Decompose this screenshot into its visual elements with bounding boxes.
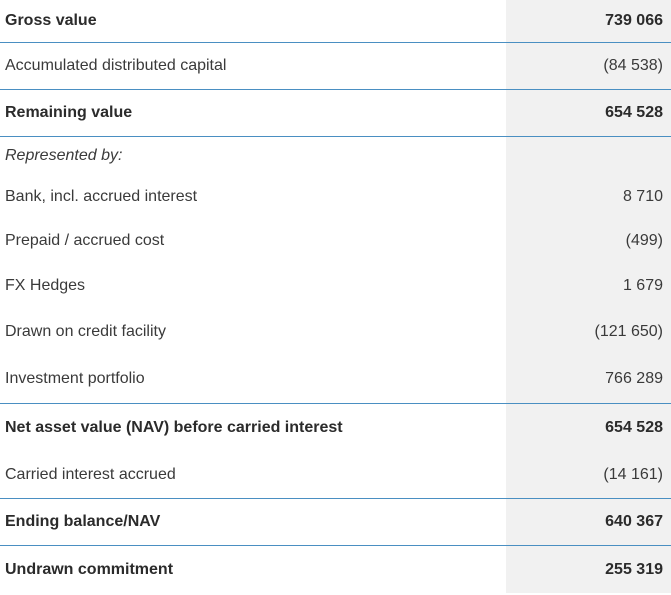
table-row-remaining-value: Remaining value 654 528 [0, 90, 671, 137]
row-value: 654 528 [506, 404, 671, 451]
row-label: Undrawn commitment [5, 560, 174, 578]
table-row-ending-balance-nav: Ending balance/NAV 640 367 [0, 499, 671, 546]
table-row-investment-portfolio: Investment portfolio 766 289 [0, 355, 671, 404]
section-label: Represented by: [5, 147, 123, 164]
row-value: 1 679 [506, 263, 671, 308]
row-label: Drawn on credit facility [5, 322, 166, 340]
table-row-fx-hedges: FX Hedges 1 679 [0, 263, 671, 308]
row-value: 255 319 [506, 546, 671, 593]
table-row-drawn-on-credit-facility: Drawn on credit facility (121 650) [0, 308, 671, 355]
row-label: Carried interest accrued [5, 465, 176, 483]
row-label: Prepaid / accrued cost [5, 232, 165, 249]
row-value: (121 650) [506, 308, 671, 355]
row-value: 739 066 [506, 0, 671, 42]
row-label: Bank, incl. accrued interest [5, 188, 198, 205]
row-value: 654 528 [506, 90, 671, 136]
row-label: Remaining value [5, 104, 133, 121]
table-row-undrawn-commitment: Undrawn commitment 255 319 [0, 546, 671, 593]
row-value: (84 538) [506, 43, 671, 89]
row-value: (14 161) [506, 451, 671, 498]
row-label: Accumulated distributed capital [5, 57, 227, 74]
row-value [506, 137, 671, 175]
row-label: Investment portfolio [5, 370, 145, 387]
row-value: 640 367 [506, 499, 671, 545]
row-label: Gross value [5, 12, 97, 29]
table-row-gross-value: Gross value 739 066 [0, 0, 671, 43]
row-value: 766 289 [506, 355, 671, 403]
row-label: Net asset value (NAV) before carried int… [5, 418, 343, 436]
row-label: FX Hedges [5, 276, 86, 294]
table-row-nav-before-carried-interest: Net asset value (NAV) before carried int… [0, 404, 671, 451]
table-row-accumulated-distributed-capital: Accumulated distributed capital (84 538) [0, 43, 671, 90]
row-label: Ending balance/NAV [5, 513, 161, 530]
row-value: (499) [506, 219, 671, 263]
table-row-represented-by: Represented by: [0, 137, 671, 175]
table-row-bank: Bank, incl. accrued interest 8 710 [0, 175, 671, 219]
row-value: 8 710 [506, 175, 671, 219]
table-row-carried-interest-accrued: Carried interest accrued (14 161) [0, 451, 671, 499]
table-row-prepaid-accrued-cost: Prepaid / accrued cost (499) [0, 219, 671, 263]
